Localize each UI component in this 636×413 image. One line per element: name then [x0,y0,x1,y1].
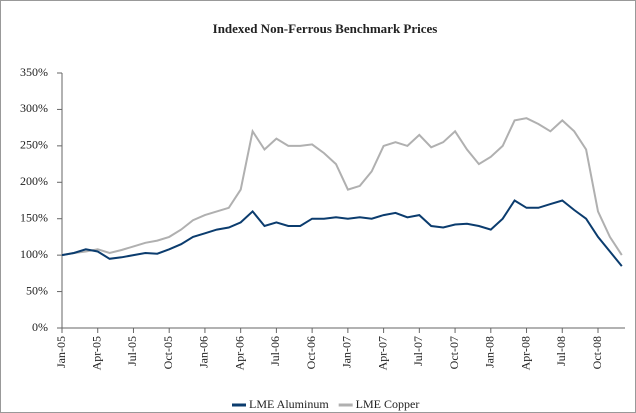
x-tick-label: Oct-08 [590,336,604,369]
x-tick-label: Apr-07 [375,336,389,370]
x-tick-label: Apr-05 [89,336,103,370]
line-series [61,199,623,267]
y-tick-label: 200% [20,174,48,188]
x-tick-label: Jan-07 [340,336,354,368]
x-tick-label: Jan-06 [197,336,211,368]
x-tick-label: Oct-05 [161,336,175,369]
x-tick-label: Apr-06 [232,336,246,370]
x-tick-label: Oct-06 [304,336,318,369]
chart-title: Indexed Non-Ferrous Benchmark Prices [213,21,438,36]
x-tick-label: Jul-05 [125,336,139,366]
x-tick-label: Jul-08 [554,336,568,366]
y-tick-label: 300% [20,101,48,115]
y-tick-label: 150% [20,210,48,224]
y-tick-label: 100% [20,247,48,261]
y-tick-label: 350% [20,65,48,79]
x-tick-label: Jul-07 [411,336,425,366]
line-series [61,117,623,257]
y-tick-label: 50% [26,283,48,297]
legend-label: LME Aluminum [249,397,329,411]
x-tick-label: Jul-06 [268,336,282,366]
x-tick-label: Jan-08 [483,336,497,368]
legend-label: LME Copper [356,397,420,411]
y-tick-label: 250% [20,138,48,152]
x-tick-label: Oct-07 [447,336,461,369]
x-tick-label: Apr-08 [518,336,532,370]
y-tick-label: 0% [32,320,48,334]
x-tick-label: Jan-05 [54,336,68,368]
